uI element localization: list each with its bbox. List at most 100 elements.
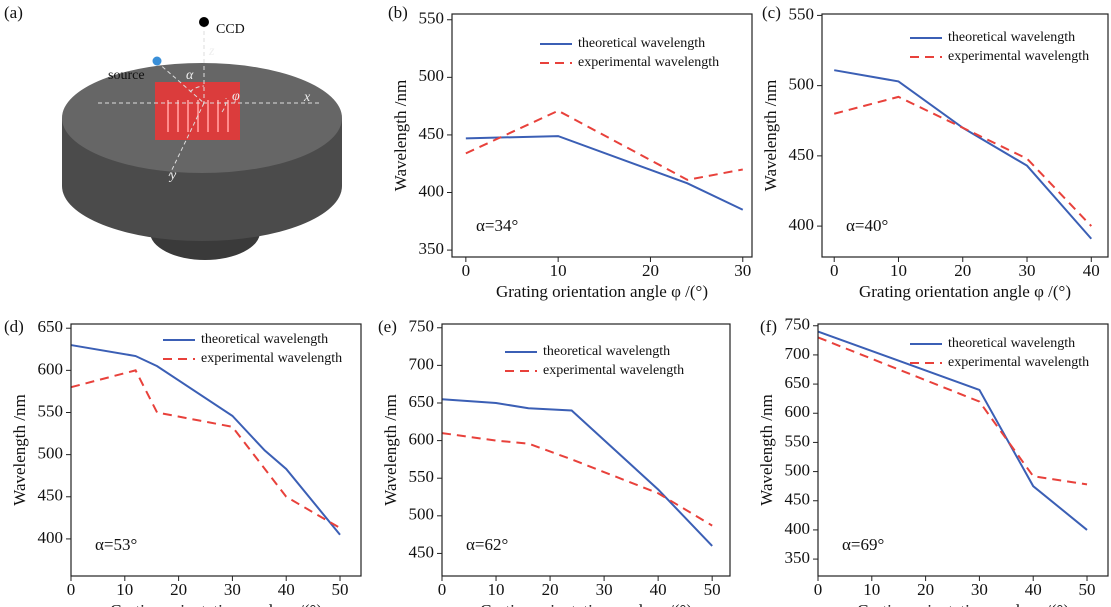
x-axis-label: Grating orientation angle φ /(°)	[496, 282, 708, 301]
y-tick-label: 550	[409, 467, 435, 486]
x-axis-label: Grating orientation angle φ /(°)	[110, 601, 322, 607]
x-tick-label: 10	[116, 580, 133, 599]
x-tick-label: 20	[954, 261, 971, 280]
panel-label: (c)	[762, 3, 781, 22]
y-tick-label: 450	[409, 542, 435, 561]
y-tick-label: 500	[789, 75, 815, 94]
axes-3d	[98, 24, 320, 179]
plot-frame	[441, 323, 731, 577]
x-tick-label: 20	[170, 580, 187, 599]
x-tick-label: 10	[863, 580, 880, 599]
x-tick-label: 40	[1083, 261, 1100, 280]
y-tick-label: 350	[419, 239, 445, 258]
x-tick-label: 0	[462, 261, 471, 280]
series-line	[817, 336, 1088, 486]
y-axis-label: Wavelength /nm	[757, 394, 776, 505]
plot-frame	[817, 323, 1109, 577]
y-tick-label: 700	[785, 344, 811, 363]
source-label: source	[108, 68, 145, 83]
chart: (b) 350 400 450 500 550 0 10 20 30 Grating orienta…	[388, 3, 753, 301]
series-line	[441, 398, 713, 547]
annotation: α=40°	[846, 216, 888, 235]
y-tick-label: 400	[789, 215, 815, 234]
y-tick-label: 550	[38, 401, 64, 420]
y-tick-label: 500	[785, 460, 811, 479]
x-tick-label: 40	[650, 580, 667, 599]
chart: (c) 400 450 500 550 0 10 20 30 40 Grating orientat…	[761, 3, 1109, 301]
source-dot	[152, 56, 162, 66]
chart: (e) 450 500 550 600 650 700 750 0 10 20 30 40 50 Grati…	[378, 317, 731, 607]
x-tick-label: 40	[1025, 580, 1042, 599]
x-tick-label: 10	[550, 261, 567, 280]
plot-frame	[451, 13, 753, 258]
y-tick-label: 450	[38, 486, 64, 505]
y-tick-label: 450	[785, 490, 811, 509]
x-tick-label: 30	[1019, 261, 1036, 280]
y-tick-label: 600	[38, 359, 64, 378]
legend-label: experimental wavelength	[948, 49, 1089, 64]
y-axis-label: Wavelength /nm	[391, 80, 410, 191]
x-tick-label: 30	[224, 580, 241, 599]
series-line	[833, 95, 1093, 227]
x-tick-label: 50	[1079, 580, 1096, 599]
y-tick-label: 500	[409, 505, 435, 524]
x-tick-label: 20	[542, 580, 559, 599]
chart: (f) 350 400 450 500 550 600 650 700 750 0 10 20 30 40 5…	[757, 315, 1109, 607]
legend-label: experimental wavelength	[543, 363, 684, 378]
chart: (d) 400 450 500 550 600 650 0 10 20 30 40 50 Grating …	[4, 317, 362, 607]
x-tick-label: 30	[596, 580, 613, 599]
legend-label: theoretical wavelength	[578, 36, 705, 51]
panel-label: (a)	[4, 3, 23, 22]
y-tick-label: 550	[419, 9, 445, 28]
y-tick-label: 600	[409, 430, 435, 449]
annotation: α=53°	[95, 535, 137, 554]
y-tick-label: 400	[419, 181, 445, 200]
x-tick-label: 0	[830, 261, 839, 280]
panel-label: (f)	[760, 317, 777, 336]
y-label: y	[168, 168, 177, 183]
x-axis-label: Grating orientation angle φ /(°)	[859, 282, 1071, 301]
annotation: α=62°	[466, 535, 508, 554]
y-tick-label: 450	[419, 124, 445, 143]
x-tick-label: 10	[488, 580, 505, 599]
series-line	[441, 432, 713, 527]
series-line	[817, 330, 1088, 531]
y-tick-label: 650	[785, 373, 811, 392]
series-line	[465, 135, 744, 211]
y-axis-label: Wavelength /nm	[761, 80, 780, 191]
x-tick-label: 20	[917, 580, 934, 599]
y-tick-label: 350	[785, 548, 811, 567]
z-label: z	[208, 44, 215, 59]
panel-label: (e)	[378, 317, 397, 336]
x-axis-label: Grating orientation angle φ /(°)	[857, 601, 1069, 607]
x-tick-label: 50	[704, 580, 721, 599]
y-tick-label: 550	[785, 431, 811, 450]
series-line	[834, 69, 1093, 240]
x-tick-label: 0	[814, 580, 823, 599]
legend-label: theoretical wavelength	[948, 30, 1075, 45]
y-tick-label: 500	[419, 66, 445, 85]
annotation: α=34°	[476, 216, 518, 235]
ccd-label: CCD	[216, 22, 245, 37]
y-axis-label: Wavelength /nm	[381, 394, 400, 505]
y-tick-label: 500	[38, 444, 64, 463]
illustration: (a) CCD source z x y α φ	[4, 3, 342, 260]
legend-label: experimental wavelength	[948, 355, 1089, 370]
x-tick-label: 40	[278, 580, 295, 599]
y-tick-label: 650	[409, 392, 435, 411]
x-tick-label: 0	[67, 580, 76, 599]
panel-label: (d)	[4, 317, 24, 336]
y-tick-label: 750	[785, 315, 811, 334]
y-tick-label: 600	[785, 402, 811, 421]
annotation: α=69°	[842, 535, 884, 554]
x-tick-label: 30	[734, 261, 751, 280]
y-tick-label: 700	[409, 354, 435, 373]
x-axis-label: Grating orientation angle φ /(°)	[480, 601, 692, 607]
y-tick-label: 550	[789, 4, 815, 23]
legend-label: theoretical wavelength	[201, 332, 328, 347]
legend-label: theoretical wavelength	[948, 336, 1075, 351]
series-line	[465, 109, 743, 181]
legend-label: experimental wavelength	[201, 351, 342, 366]
panel-label: (b)	[388, 3, 408, 22]
legend-label: experimental wavelength	[578, 55, 719, 70]
